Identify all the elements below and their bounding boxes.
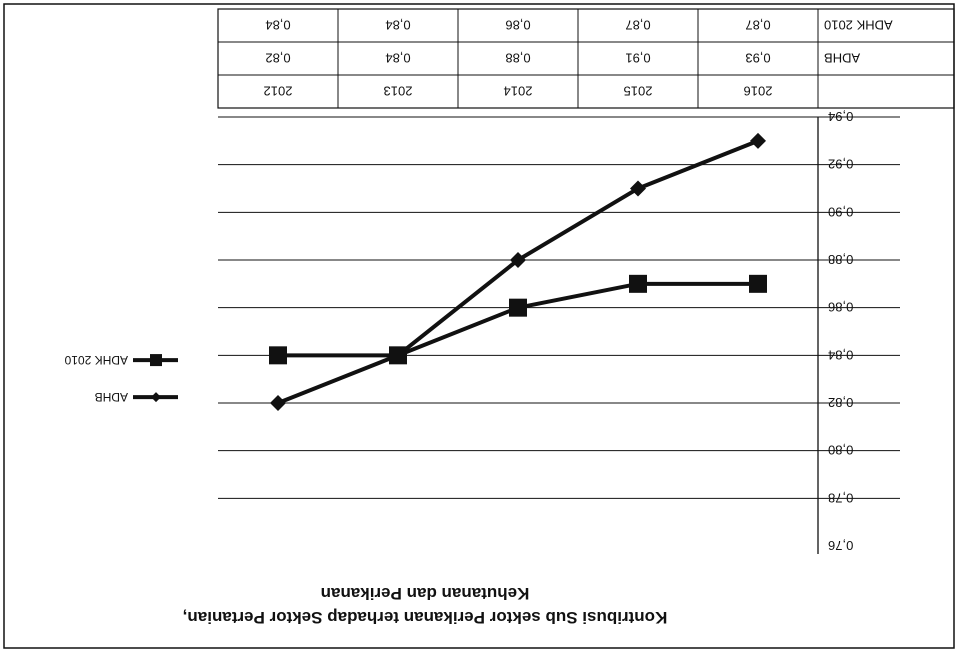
y-tick-label: 0,92 xyxy=(828,157,853,172)
chart-frame xyxy=(3,3,955,649)
y-tick-label: 0,84 xyxy=(828,347,853,362)
data-point-diamond xyxy=(270,395,286,411)
legend-marker-square xyxy=(150,354,162,367)
y-axis-ticks: 0,76 0,78 0,80 0,82 0,84 0,86 0,88 0,90 0,92 0,94 xyxy=(828,109,853,553)
chart-title-line1: Kontribusi Sub sektor Perikanan terhadap… xyxy=(183,608,668,627)
y-tick-label: 0,90 xyxy=(828,204,853,219)
table-value-cell: 0,91 xyxy=(625,51,650,66)
y-tick-label: 0,88 xyxy=(828,252,853,267)
y-tick-label: 0,94 xyxy=(828,109,853,124)
table-year-cell: 2016 xyxy=(744,84,773,99)
table-year-cell: 2015 xyxy=(624,84,653,99)
table-value-cell: 0,93 xyxy=(745,51,770,66)
data-point-square xyxy=(269,346,287,365)
data-point-square xyxy=(629,274,647,293)
y-tick-label: 0,80 xyxy=(828,443,853,458)
data-point-square xyxy=(389,346,407,365)
series-layer xyxy=(269,132,767,411)
legend-label: ADHK 2010 xyxy=(64,353,128,367)
legend-item: ADHB xyxy=(95,390,178,404)
data-point-square xyxy=(509,298,527,317)
legend-label: ADHB xyxy=(95,390,128,404)
data-point-square xyxy=(749,274,767,293)
legend-item: ADHK 2010 xyxy=(64,353,178,367)
y-tick-label: 0,82 xyxy=(828,395,853,410)
table-year-cell: 2013 xyxy=(384,84,413,99)
table-value-cell: 0,84 xyxy=(385,51,410,66)
legend: ADHB ADHK 2010 xyxy=(64,353,178,404)
table-year-cell: 2012 xyxy=(264,84,293,99)
table-value-cell: 0,87 xyxy=(745,18,770,33)
table-value-cell: 0,84 xyxy=(385,18,410,33)
y-tick-label: 0,78 xyxy=(828,490,853,505)
data-table: 2012 2013 2014 2015 2016 ADHB 0,82 0,84 0,88 0,91… xyxy=(217,8,955,109)
y-tick-label: 0,76 xyxy=(828,538,853,553)
legend-marker-diamond xyxy=(151,392,161,403)
table-series-name: ADHK 2010 xyxy=(824,18,893,33)
data-point-diamond xyxy=(750,132,766,149)
data-point-diamond xyxy=(510,252,526,268)
table-value-cell: 0,88 xyxy=(505,51,530,66)
data-point-diamond xyxy=(630,180,646,197)
table-value-cell: 0,84 xyxy=(265,18,290,33)
y-tick-label: 0,86 xyxy=(828,300,853,315)
table-value-cell: 0,82 xyxy=(265,51,290,66)
table-year-cell: 2014 xyxy=(504,84,533,99)
table-series-name: ADHB xyxy=(824,51,860,66)
chart-title-line2: Kehutanan dan Perikanan xyxy=(321,584,530,603)
table-value-cell: 0,86 xyxy=(505,18,530,33)
table-value-cell: 0,87 xyxy=(625,18,650,33)
